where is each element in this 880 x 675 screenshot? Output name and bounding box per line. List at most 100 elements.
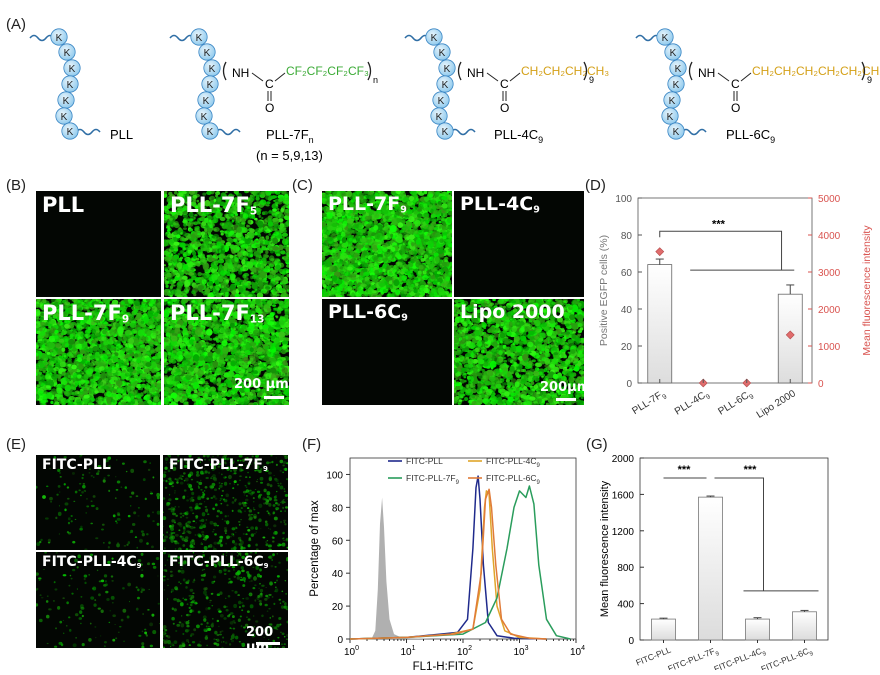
y2-tick-label: 1000 [818, 342, 841, 353]
polymer-tail [215, 128, 241, 136]
y-tick-label: 0 [337, 635, 343, 646]
micrograph-pll-7f5: PLL-7F5 [164, 191, 289, 297]
y-tick-label: 60 [621, 268, 633, 279]
y2-axis-label: Mean fluorescence intensity [861, 225, 873, 356]
lysine-bead [656, 28, 674, 46]
cell-fluorescence [36, 552, 160, 648]
bracket-close [861, 61, 866, 81]
panel-label-d: (D) [585, 177, 606, 194]
lysine-label: K [63, 96, 70, 107]
cell-fluorescence [163, 455, 288, 550]
label-text: FITC-PLL [42, 457, 111, 473]
y-tick-label: 1200 [612, 527, 635, 538]
mfi-marker [655, 247, 665, 257]
y-tick-label: 40 [332, 569, 344, 580]
micrograph-fitc-pll-7f9: FITC-PLL-7F9 [163, 455, 288, 550]
lysine-bead [425, 28, 443, 46]
x-tick-label: PLL-7F9 [630, 388, 668, 419]
label-text: PLL-7F [328, 193, 401, 215]
scale-bar [256, 642, 280, 645]
micrograph-pll-4c9: PLL-4C9 [454, 191, 584, 297]
lysine-label: K [69, 64, 76, 75]
label-text: FITC-PLL-4C [42, 554, 137, 570]
micrograph-pll-6c9: PLL-6C9 [322, 299, 452, 405]
x-tick-label: 100 [344, 645, 359, 658]
lysine-label: K [442, 80, 449, 91]
panel-label-a: (A) [6, 16, 26, 33]
lysine-bead [201, 75, 219, 93]
y-tick-label: 1600 [612, 490, 635, 501]
lysine-bead [661, 107, 679, 125]
legend-label: FITC-PLL-7F9 [406, 473, 460, 486]
bond [717, 72, 730, 82]
label-text: PLL-7F [42, 301, 122, 325]
label-pll-7fn: PLL-7Fn [266, 127, 314, 145]
y-tick-label: 800 [617, 563, 634, 574]
panel-label-e: (E) [6, 436, 26, 453]
panel-a-structures: KKKKKKKKKKKKKKNHCOCF₂CF₂CF₂CF₃nKKKKKKKNH… [29, 28, 880, 163]
histogram-line [349, 488, 547, 640]
nh-label: NH [698, 66, 715, 80]
carbon-label: C [265, 77, 274, 91]
panel-b-micrographs: PLL PLL-7F5 PLL-7F9 PLL-7F13 200 μm [36, 191, 289, 405]
lysine-label: K [669, 96, 676, 107]
significance-label: *** [712, 218, 726, 230]
x-tick-label: 103 [514, 645, 529, 658]
y-tick-label: 0 [628, 636, 634, 647]
x-tick-label: PLL-4C9 [673, 388, 712, 419]
micrograph-label: PLL-7F5 [170, 193, 257, 218]
bond [251, 72, 264, 82]
micrograph-label: PLL [42, 193, 84, 217]
carbon-label: C [500, 77, 509, 91]
polymer-tail [29, 34, 55, 42]
label-pll-4c9: PLL-4C9 [494, 127, 543, 145]
bar [651, 618, 676, 641]
micrograph-label: FITC-PLL-6C9 [169, 554, 269, 570]
lysine-label: K [209, 64, 216, 75]
bar [698, 496, 723, 641]
oxygen-label: O [731, 101, 740, 115]
plot-frame [639, 457, 829, 641]
y2-tick-label: 2000 [818, 305, 841, 316]
cell-fluorescence [36, 299, 161, 405]
y2-tick-label: 4000 [818, 231, 841, 242]
lysine-bead [195, 107, 213, 125]
lysine-bead [61, 75, 79, 93]
label-text: PLL [42, 193, 85, 217]
lysine-label: K [673, 127, 680, 138]
label-subscript: 9 [263, 561, 269, 570]
label-text: PLL-7F [170, 301, 250, 325]
polymer-tail [681, 128, 707, 136]
polymer-tail [450, 128, 476, 136]
micrograph-label: PLL-6C9 [328, 301, 408, 323]
label-subscript: 9 [533, 204, 540, 216]
label-pll-7fn-n: (n = 5,9,13) [256, 148, 323, 163]
lysine-label: K [207, 127, 214, 138]
cell-fluorescence [164, 299, 289, 405]
micrograph-pll: PLL [36, 191, 161, 297]
label-subscript: 5 [249, 205, 258, 218]
side-chain-label: CF₂CF₂CF₂CF₃ [286, 64, 369, 78]
label-text: Lipo 2000 [460, 301, 565, 323]
cell-fluorescence [454, 299, 584, 405]
lysine-bead [433, 43, 451, 61]
micrograph-label: PLL-4C9 [460, 193, 540, 215]
lysine-bead [50, 28, 68, 46]
lysine-label: K [56, 33, 63, 44]
micrograph-label: PLL-7F13 [170, 301, 264, 326]
repeat-subscript: 9 [867, 75, 872, 85]
lysine-bead [667, 75, 685, 93]
lysine-label: K [439, 48, 446, 59]
lysine-label: K [442, 127, 449, 138]
lysine-label: K [207, 80, 214, 91]
lysine-label: K [196, 33, 203, 44]
lysine-bead [667, 122, 685, 140]
lysine-label: K [201, 112, 208, 123]
lysine-label: K [667, 112, 674, 123]
micrograph-label: FITC-PLL-4C9 [42, 554, 142, 570]
nh-label: NH [467, 66, 484, 80]
y-tick-label: 80 [332, 503, 344, 514]
scale-bar-label: 200 μm [234, 377, 289, 392]
legend-label: FITC-PLL-4C9 [486, 456, 541, 469]
x-tick-label: 104 [570, 645, 585, 658]
